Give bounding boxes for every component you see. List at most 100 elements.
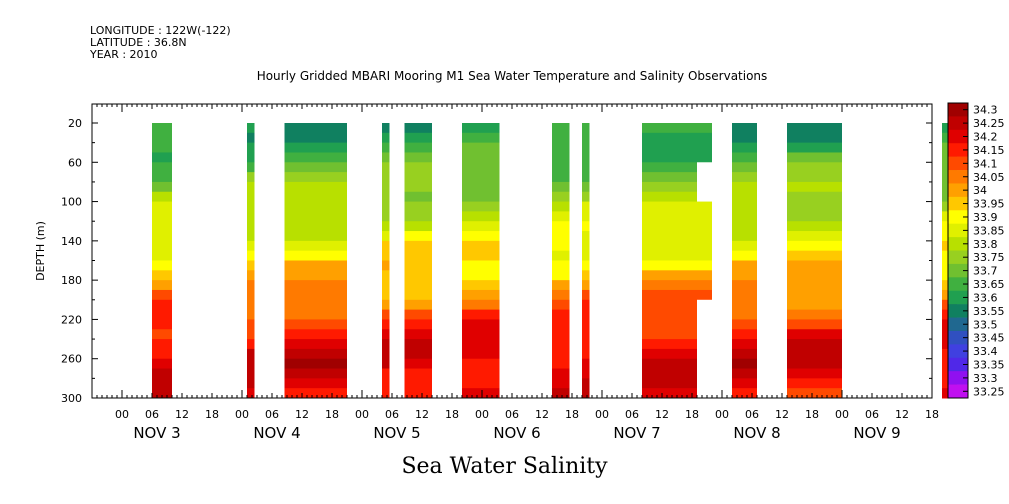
salinity-cell — [582, 309, 590, 320]
x-day-label: NOV 5 — [373, 424, 420, 442]
salinity-cell — [404, 123, 432, 134]
salinity-cell — [462, 142, 500, 153]
x-day-label: NOV 7 — [613, 424, 660, 442]
salinity-cell — [404, 240, 432, 252]
salinity-cell — [284, 319, 347, 330]
salinity-cell — [382, 339, 390, 350]
data-segment — [284, 123, 347, 399]
colorbar-label: 33.6 — [973, 291, 998, 304]
x-tick-label: 06 — [385, 408, 399, 421]
salinity-cell — [642, 132, 712, 144]
x-day-label: NOV 6 — [493, 424, 540, 442]
salinity-cell — [552, 250, 570, 261]
salinity-cell — [642, 309, 712, 320]
salinity-cell — [404, 388, 432, 399]
longitude-label: LONGITUDE : 122W(-122) — [90, 24, 231, 37]
salinity-cell — [284, 329, 347, 340]
salinity-cell — [582, 231, 590, 242]
salinity-cell — [462, 329, 500, 340]
salinity-cell — [284, 250, 347, 261]
salinity-cell — [642, 181, 712, 193]
salinity-cell — [787, 280, 842, 291]
salinity-cell — [462, 191, 500, 203]
salinity-cell — [382, 358, 390, 370]
salinity-cell — [787, 260, 842, 271]
salinity-cell — [787, 339, 842, 350]
salinity-cell — [787, 152, 842, 163]
salinity-cell — [382, 299, 390, 311]
salinity-cell — [382, 368, 390, 379]
y-axis-label: DEPTH (m) — [34, 221, 47, 281]
salinity-cell — [152, 162, 172, 173]
salinity-cell — [582, 181, 590, 193]
salinity-cell — [732, 378, 757, 389]
salinity-cell — [642, 339, 712, 350]
salinity-cell — [382, 270, 390, 281]
salinity-cell — [787, 368, 842, 379]
salinity-cell — [284, 142, 347, 153]
salinity-cell — [462, 348, 500, 360]
salinity-cell — [247, 123, 255, 134]
salinity-cell — [382, 348, 390, 360]
colorbar-label: 33.5 — [973, 318, 998, 331]
salinity-cell — [732, 181, 757, 193]
y-tick-label: 60 — [68, 156, 82, 169]
salinity-cell — [732, 280, 757, 291]
x-day-label: NOV 3 — [133, 424, 180, 442]
salinity-cell — [787, 221, 842, 232]
salinity-cell — [552, 270, 570, 281]
salinity-cell — [152, 191, 172, 203]
salinity-cell — [247, 348, 255, 360]
data-segment — [582, 123, 590, 399]
salinity-cell — [404, 368, 432, 379]
salinity-cell — [247, 142, 255, 153]
salinity-cell — [732, 211, 757, 222]
salinity-cell — [582, 289, 590, 301]
salinity-cell — [404, 162, 432, 173]
salinity-cell — [462, 162, 500, 173]
salinity-cell — [382, 378, 390, 389]
salinity-cell — [642, 329, 712, 340]
x-tick-label: 00 — [115, 408, 129, 421]
salinity-cell — [247, 309, 255, 320]
colorbar-label: 34.25 — [973, 117, 1005, 130]
salinity-cell — [247, 329, 255, 340]
salinity-cell — [404, 299, 432, 311]
salinity-cell — [787, 319, 842, 330]
x-tick-label: 00 — [715, 408, 729, 421]
salinity-cell — [462, 280, 500, 291]
salinity-cell — [787, 240, 842, 252]
colorbar-label: 33.95 — [973, 198, 1005, 211]
salinity-cell — [642, 191, 712, 203]
colorbar-label: 34.1 — [973, 157, 998, 170]
salinity-cell — [284, 339, 347, 350]
salinity-cell — [552, 260, 570, 271]
salinity-cell — [642, 211, 712, 222]
salinity-cell — [284, 348, 347, 360]
colorbar-swatch — [948, 116, 968, 131]
salinity-cell — [642, 231, 712, 242]
salinity-cell — [642, 123, 712, 134]
salinity-cell — [642, 221, 712, 232]
salinity-cell — [247, 280, 255, 291]
salinity-cell — [582, 329, 590, 340]
x-tick-label: 00 — [235, 408, 249, 421]
colorbar-swatch — [948, 344, 968, 359]
colorbar-swatch — [948, 156, 968, 171]
salinity-cell — [582, 319, 590, 330]
salinity-cell — [152, 201, 172, 212]
x-tick-label: 12 — [175, 408, 189, 421]
salinity-cell — [152, 368, 172, 379]
salinity-cell — [462, 299, 500, 311]
salinity-cell — [552, 191, 570, 203]
salinity-cell — [382, 231, 390, 242]
latitude-label: LATITUDE : 36.8N — [90, 36, 187, 49]
salinity-cell — [284, 201, 347, 212]
x-tick-label: 12 — [295, 408, 309, 421]
salinity-cell — [462, 260, 500, 271]
salinity-cell — [787, 123, 842, 134]
colorbar-label: 34.3 — [973, 104, 998, 117]
salinity-cell — [732, 270, 757, 281]
chart-title: Hourly Gridded MBARI Mooring M1 Sea Wate… — [257, 69, 768, 83]
